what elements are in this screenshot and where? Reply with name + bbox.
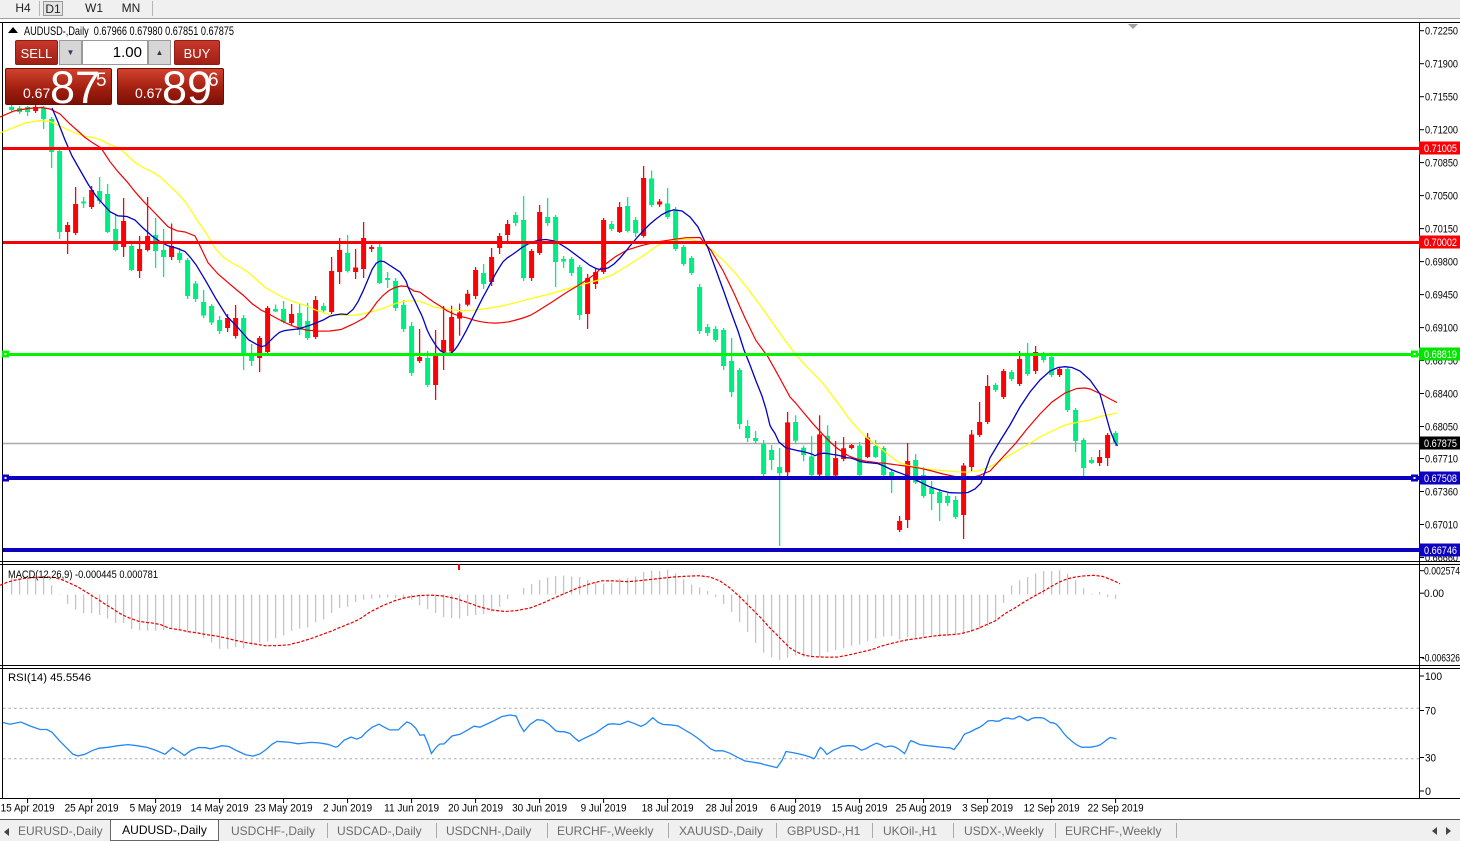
svg-text:11 Jun 2019: 11 Jun 2019 xyxy=(384,803,439,815)
svg-text:0.71005: 0.71005 xyxy=(1424,143,1457,155)
svg-text:0.69800: 0.69800 xyxy=(1425,256,1458,268)
svg-text:15 Aug 2019: 15 Aug 2019 xyxy=(832,803,888,815)
svg-text:0.69100: 0.69100 xyxy=(1425,322,1458,334)
svg-text:3 Sep 2019: 3 Sep 2019 xyxy=(962,803,1013,815)
svg-text:0.67875: 0.67875 xyxy=(1424,438,1457,450)
svg-text:0.67010: 0.67010 xyxy=(1425,519,1458,531)
svg-text:0.68400: 0.68400 xyxy=(1425,388,1458,400)
svg-text:0.71900: 0.71900 xyxy=(1425,59,1458,71)
svg-text:14 May 2019: 14 May 2019 xyxy=(191,803,249,815)
svg-text:25 Apr 2019: 25 Apr 2019 xyxy=(65,803,119,815)
svg-text:0.71550: 0.71550 xyxy=(1425,92,1458,104)
svg-text:5 May 2019: 5 May 2019 xyxy=(130,803,182,815)
svg-text:0.70002: 0.70002 xyxy=(1424,237,1457,249)
svg-text:0.67360: 0.67360 xyxy=(1425,486,1458,498)
svg-text:12 Sep 2019: 12 Sep 2019 xyxy=(1024,803,1080,815)
svg-text:0.69450: 0.69450 xyxy=(1425,289,1458,301)
svg-text:30 Jun 2019: 30 Jun 2019 xyxy=(512,803,567,815)
svg-text:0.68050: 0.68050 xyxy=(1425,421,1458,433)
svg-text:0.70150: 0.70150 xyxy=(1425,223,1458,235)
svg-text:0.66746: 0.66746 xyxy=(1424,545,1457,557)
svg-text:9 Jul 2019: 9 Jul 2019 xyxy=(581,803,627,815)
svg-text:70: 70 xyxy=(1425,705,1436,717)
svg-text:25 Aug 2019: 25 Aug 2019 xyxy=(896,803,952,815)
svg-text:6 Aug 2019: 6 Aug 2019 xyxy=(770,803,821,815)
svg-text:23 May 2019: 23 May 2019 xyxy=(255,803,313,815)
svg-text:18 Jul 2019: 18 Jul 2019 xyxy=(642,803,694,815)
svg-text:22 Sep 2019: 22 Sep 2019 xyxy=(1088,803,1144,815)
svg-text:AUDUSD-,Daily 0.67966 0.67980: AUDUSD-,Daily 0.67966 0.67980 0.67851 0.… xyxy=(24,24,234,38)
svg-text:0.71200: 0.71200 xyxy=(1425,125,1458,137)
svg-text:0.002574: 0.002574 xyxy=(1424,566,1460,578)
svg-text:0.67508: 0.67508 xyxy=(1424,473,1457,485)
svg-text:0.00: 0.00 xyxy=(1424,588,1444,600)
svg-text:2 Jun 2019: 2 Jun 2019 xyxy=(323,803,372,815)
svg-text:RSI(14) 45.5546: RSI(14) 45.5546 xyxy=(8,672,91,684)
svg-text:0.70500: 0.70500 xyxy=(1425,190,1458,202)
svg-text:MACD(12,26,9) -0.000445 0.0007: MACD(12,26,9) -0.000445 0.000781 xyxy=(8,569,158,581)
svg-text:0.72250: 0.72250 xyxy=(1425,26,1458,38)
svg-text:0.70850: 0.70850 xyxy=(1425,157,1458,169)
svg-text:100: 100 xyxy=(1425,671,1442,683)
svg-text:-0.006326: -0.006326 xyxy=(1422,652,1460,664)
svg-text:0.68819: 0.68819 xyxy=(1424,349,1457,361)
svg-text:20 Jun 2019: 20 Jun 2019 xyxy=(448,803,503,815)
svg-text:30: 30 xyxy=(1425,752,1436,764)
svg-text:0: 0 xyxy=(1425,786,1431,798)
svg-text:28 Jul 2019: 28 Jul 2019 xyxy=(706,803,758,815)
svg-text:15 Apr 2019: 15 Apr 2019 xyxy=(1,803,55,815)
svg-text:0.67710: 0.67710 xyxy=(1425,453,1458,465)
